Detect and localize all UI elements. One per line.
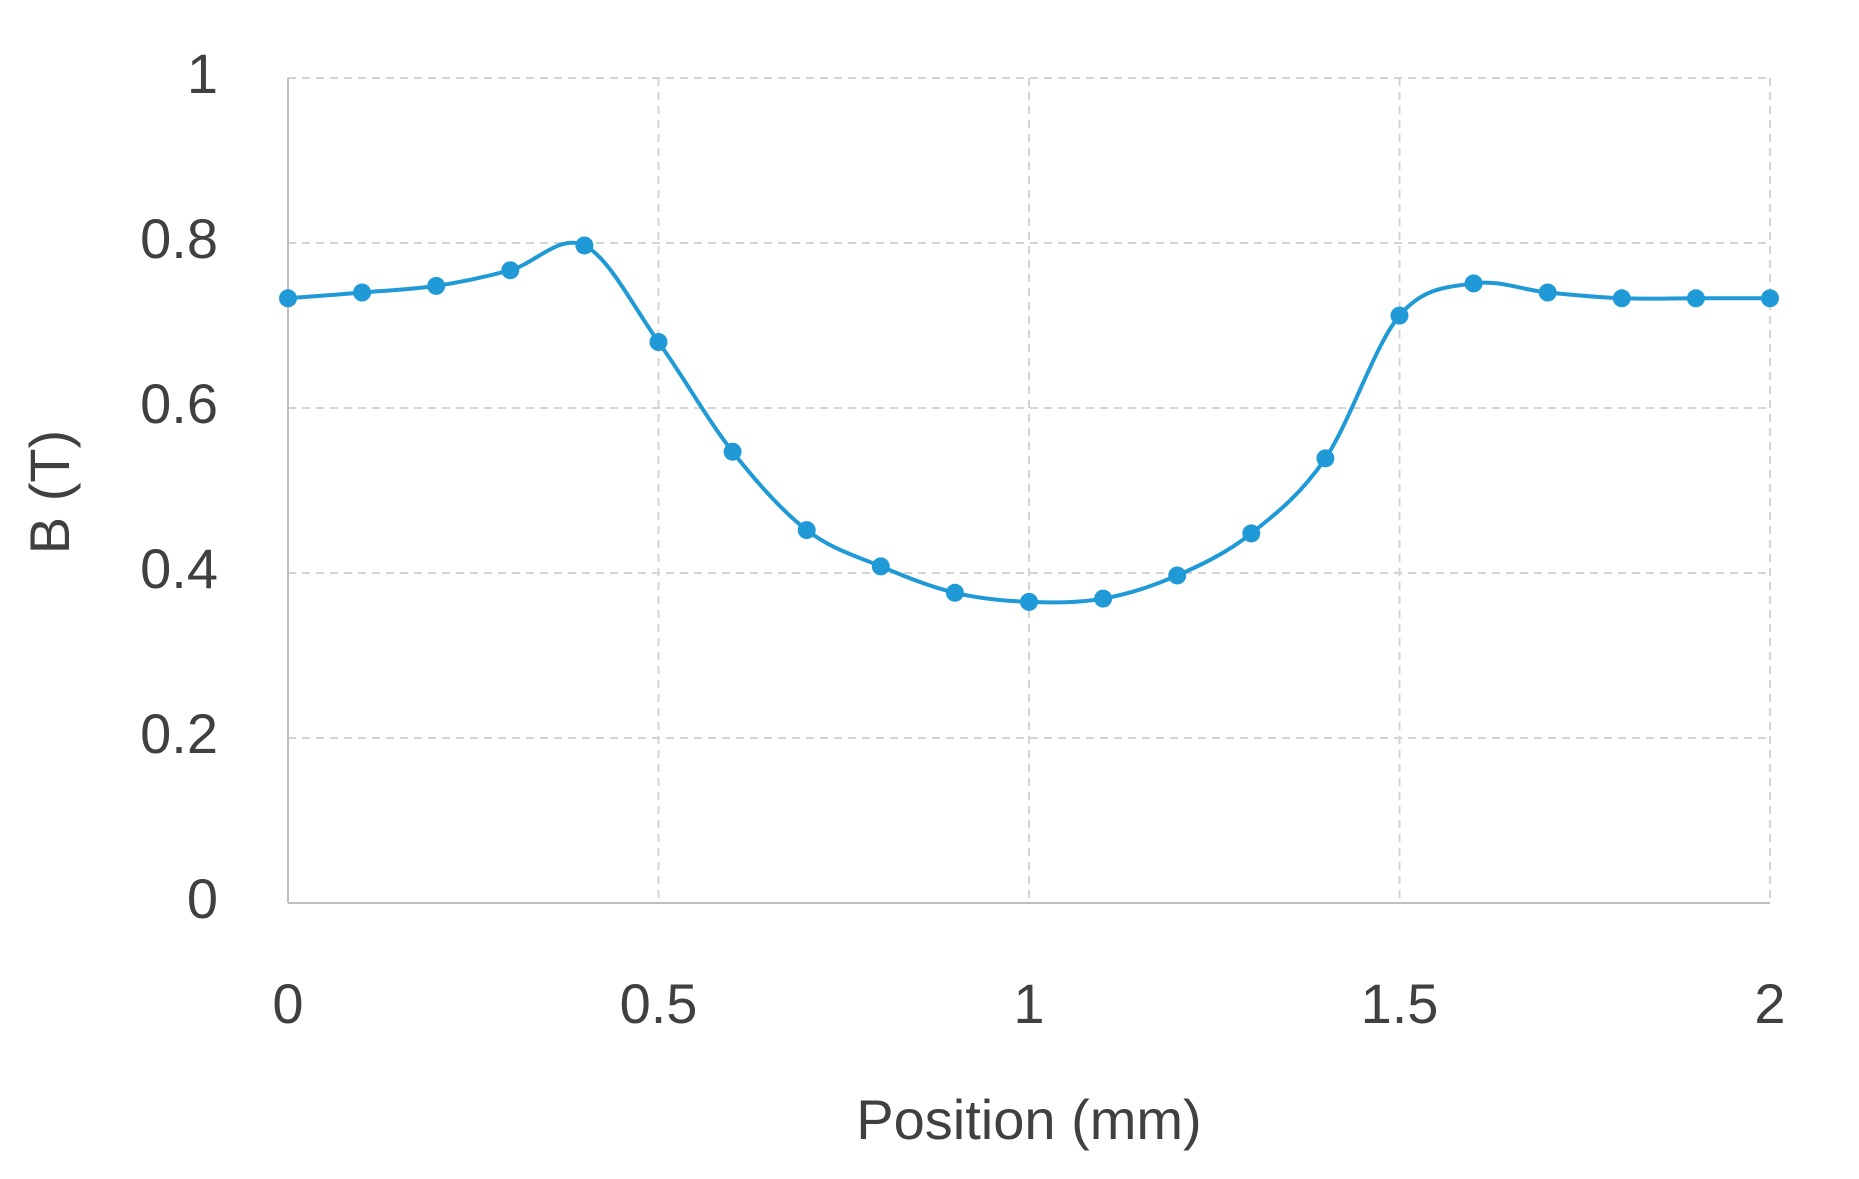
y-tick-label: 0.8 (140, 207, 218, 270)
y-tick-label: 0 (187, 867, 218, 930)
x-tick-label: 1.5 (1361, 972, 1439, 1035)
data-point (871, 557, 890, 576)
data-point (427, 276, 446, 295)
data-point (353, 283, 372, 302)
y-tick-label: 0.6 (140, 372, 218, 435)
y-tick-label: 1 (187, 42, 218, 105)
data-point (723, 442, 742, 461)
data-point (649, 333, 668, 351)
data-point (1020, 592, 1038, 611)
y-tick-label: 0.4 (140, 537, 218, 600)
x-tick-label: 1 (1013, 972, 1044, 1035)
data-point (1168, 566, 1187, 585)
data-point (501, 261, 520, 280)
y-axis-title: B (T) (18, 430, 81, 554)
data-point (797, 521, 816, 540)
data-point (945, 583, 964, 602)
data-point (1464, 274, 1483, 293)
data-point (1686, 289, 1705, 308)
data-point (1761, 289, 1779, 308)
data-point (1612, 289, 1631, 308)
data-point (1390, 306, 1409, 325)
x-tick-label: 2 (1754, 972, 1785, 1035)
x-tick-label: 0 (272, 972, 303, 1035)
data-point (1538, 283, 1557, 302)
data-point (279, 289, 297, 308)
y-tick-label: 0.2 (140, 702, 218, 765)
data-point (1094, 589, 1113, 608)
data-point (1316, 449, 1335, 468)
x-axis-title: Position (mm) (856, 1088, 1201, 1151)
data-point (575, 236, 594, 255)
x-tick-label: 0.5 (620, 972, 698, 1035)
data-point (1242, 524, 1261, 543)
